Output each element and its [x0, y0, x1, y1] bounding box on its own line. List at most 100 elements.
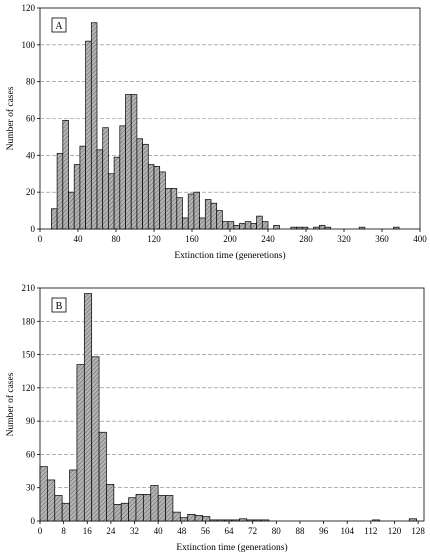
histogram-bar [296, 226, 303, 230]
histogram-bar [172, 511, 181, 522]
y-tick-label: 120 [22, 3, 36, 13]
y-tick-label: 100 [22, 40, 36, 50]
histogram-bar [233, 224, 240, 230]
histogram-bar [54, 495, 63, 522]
histogram-bar [159, 171, 166, 230]
histogram-bar [393, 226, 400, 230]
histogram-bar [76, 364, 85, 522]
x-tick-label: 72 [248, 526, 257, 536]
histogram-bar [119, 125, 126, 230]
histogram-bar [47, 479, 56, 522]
histogram-bar [165, 188, 172, 230]
histogram-bar [408, 518, 417, 522]
x-tick-label: 88 [295, 526, 305, 536]
histogram-bar [358, 226, 366, 230]
histogram-bar [187, 513, 196, 522]
x-tick-label: 48 [177, 526, 187, 536]
histogram-bar [301, 226, 309, 230]
histogram-bar [182, 217, 189, 230]
histogram-bar [273, 224, 280, 230]
histogram-bar [113, 504, 122, 522]
x-tick-label: 280 [299, 234, 313, 244]
histogram-bar [56, 153, 64, 230]
x-tick-label: 40 [74, 234, 84, 244]
x-tick-label: 56 [201, 526, 211, 536]
histogram-bar [157, 495, 166, 522]
x-tick-label: 0 [38, 234, 43, 244]
histogram-bar [324, 226, 332, 230]
histogram-bar [62, 119, 69, 230]
histogram-bar [165, 495, 174, 522]
histogram-bar [83, 293, 93, 522]
y-tick-label: 150 [22, 350, 36, 360]
x-tick-label: 32 [130, 526, 139, 536]
x-tick-label: 240 [261, 234, 275, 244]
histogram-bar [261, 519, 270, 522]
histogram-bar [250, 223, 257, 230]
y-tick-label: 80 [26, 77, 36, 87]
x-tick-label: 200 [223, 234, 237, 244]
histogram-bar [194, 515, 203, 522]
y-axis-title: Number of cases [5, 86, 16, 150]
histogram-bar [371, 519, 381, 522]
x-tick-label: 104 [340, 526, 354, 536]
histogram-bar [79, 145, 86, 230]
histogram-bar [61, 502, 70, 522]
histogram-bar [246, 519, 255, 522]
x-tick-label: 64 [225, 526, 235, 536]
histogram-bar [176, 197, 183, 230]
y-tick-label: 0 [31, 224, 36, 234]
x-tick-label: 8 [61, 526, 66, 536]
histogram-bar [108, 173, 115, 230]
histogram-bar [313, 226, 320, 230]
x-tick-label: 80 [272, 526, 282, 536]
y-tick-label: 60 [26, 114, 36, 124]
y-tick-label: 0 [31, 516, 36, 526]
x-tick-label: 320 [337, 234, 351, 244]
chart-b: 0 30 60 90 120 150 180 210 0 8 16 24 32 40 48 56 64 72 80 8… [5, 283, 425, 553]
histogram-bar [290, 226, 297, 230]
y-tick-label: 30 [26, 483, 36, 493]
histogram-bar [170, 188, 178, 230]
histogram-bar [199, 217, 206, 230]
histogram-bar [85, 40, 92, 230]
histogram-bar [209, 519, 218, 522]
y-tick-label: 210 [22, 283, 36, 293]
x-tick-label: 96 [319, 526, 329, 536]
histogram-bar [231, 519, 240, 522]
histogram-bar [204, 199, 212, 230]
y-tick-label: 20 [26, 187, 36, 197]
x-tick-label: 120 [388, 526, 402, 536]
histogram-bar [98, 431, 107, 522]
histogram-bar [202, 516, 211, 522]
x-tick-label: 16 [83, 526, 93, 536]
histogram-bar [135, 494, 144, 522]
histogram-bar [51, 208, 58, 230]
histogram-bar [102, 127, 109, 230]
x-tick-label: 128 [411, 526, 425, 536]
histogram-bar [68, 191, 75, 230]
histogram-bar [128, 497, 137, 522]
histogram-bar [150, 485, 159, 522]
x-tick-label: 40 [154, 526, 164, 536]
histogram-bar [125, 94, 132, 230]
chart-a: 0 20 40 60 80 100 120 0 40 80 120 160 200 240 280 320 36… [5, 3, 427, 261]
x-tick-label: 160 [185, 234, 199, 244]
x-tick-label: 80 [112, 234, 122, 244]
histogram-bar [153, 166, 161, 230]
x-axis-title: Extinction time (generetions) [174, 250, 285, 261]
histogram-bar [90, 22, 98, 230]
histogram-bar [143, 494, 152, 522]
x-tick-label: 112 [364, 526, 377, 536]
x-tick-label: 0 [38, 526, 43, 536]
histogram-bar [318, 224, 326, 230]
histogram-bar [253, 519, 262, 522]
histogram-bar [239, 518, 248, 522]
histogram-bar [224, 519, 233, 522]
x-tick-label: 360 [375, 234, 389, 244]
panel-label-box [51, 17, 67, 33]
histogram-bar [216, 519, 225, 522]
x-tick-label: 400 [413, 234, 427, 244]
histogram-bar [187, 193, 195, 230]
